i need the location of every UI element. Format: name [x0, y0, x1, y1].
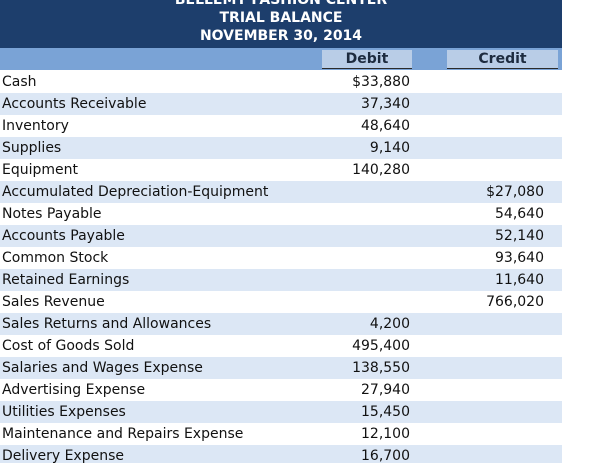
debit-amount: 15,450: [361, 404, 410, 420]
account-name: Salaries and Wages Expense: [2, 360, 203, 376]
table-row: Cash $33,880: [0, 71, 562, 93]
table-row: Cost of Goods Sold 495,400: [0, 335, 562, 357]
title: TRIAL BALANCE: [219, 10, 343, 26]
credit-amount: $27,080: [486, 184, 544, 200]
account-name: Accounts Receivable: [2, 96, 147, 112]
account-name: Cash: [2, 74, 37, 90]
account-name: Notes Payable: [2, 206, 102, 222]
account-name: Advertising Expense: [2, 382, 146, 398]
table-row: Common Stock 93,640: [0, 247, 562, 269]
debit-amount: 12,100: [361, 426, 410, 442]
credit-amount: 54,640: [495, 206, 544, 222]
debit-amount: $33,880: [352, 74, 410, 90]
table-row: Delivery Expense 16,700: [0, 445, 562, 463]
header: BELLEMY FASHION CENTER TRIAL BALANCE NOV…: [0, 0, 562, 48]
table-row: Retained Earnings 11,640: [0, 269, 562, 291]
debit-amount: 27,940: [361, 382, 410, 398]
account-name: Supplies: [2, 140, 62, 156]
account-name: Equipment: [2, 162, 78, 178]
table-row: Sales Revenue 766,020: [0, 291, 562, 313]
debit-amount: 16,700: [361, 448, 410, 463]
account-name: Cost of Goods Sold: [2, 338, 135, 354]
table-row: Accounts Receivable 37,340: [0, 93, 562, 115]
credit-header: Credit: [447, 50, 558, 69]
debit-amount: 9,140: [369, 140, 410, 156]
account-name: Accounts Payable: [2, 228, 125, 244]
debit-amount: 138,550: [352, 360, 410, 376]
debit-amount: 37,340: [361, 96, 410, 112]
account-name: Sales Revenue: [2, 294, 105, 310]
account-name: Inventory: [2, 118, 69, 134]
credit-amount: 52,140: [495, 228, 544, 244]
table-row: Equipment 140,280: [0, 159, 562, 181]
table-row: Notes Payable 54,640: [0, 203, 562, 225]
account-name: Utilities Expenses: [2, 404, 126, 420]
account-name: Sales Returns and Allowances: [2, 316, 212, 332]
account-name: Accumulated Depreciation-Equipment: [2, 184, 269, 200]
table-row: Accumulated Depreciation-Equipment $27,08…: [0, 181, 562, 203]
debit-amount: 495,400: [352, 338, 410, 354]
table-row: Inventory 48,640: [0, 115, 562, 137]
table-row: Maintenance and Repairs Expense 12,100: [0, 423, 562, 445]
table-row: Sales Returns and Allowances 4,200: [0, 313, 562, 335]
credit-amount: 11,640: [495, 272, 544, 288]
table-row: Supplies 9,140: [0, 137, 562, 159]
debit-amount: 48,640: [361, 118, 410, 134]
column-header: Debit Credit: [0, 48, 562, 70]
account-name: Common Stock: [2, 250, 109, 266]
table-row: Advertising Expense 27,940: [0, 379, 562, 401]
date: NOVEMBER 30, 2014: [199, 28, 363, 44]
table-row: Utilities Expenses 15,450: [0, 401, 562, 423]
debit-header: Debit: [322, 50, 412, 69]
credit-amount: 93,640: [495, 250, 544, 266]
table-row: Accounts Payable 52,140: [0, 225, 562, 247]
table-row: Salaries and Wages Expense 138,550: [0, 357, 562, 379]
debit-amount: 140,280: [352, 162, 410, 178]
account-name: Delivery Expense: [2, 448, 124, 463]
account-name: Maintenance and Repairs Expense: [2, 426, 244, 442]
company: BELLEMY FASHION CENTER: [174, 0, 388, 8]
debit-amount: 4,200: [369, 316, 410, 332]
account-name: Retained Earnings: [2, 272, 130, 288]
credit-amount: 766,020: [486, 294, 544, 310]
